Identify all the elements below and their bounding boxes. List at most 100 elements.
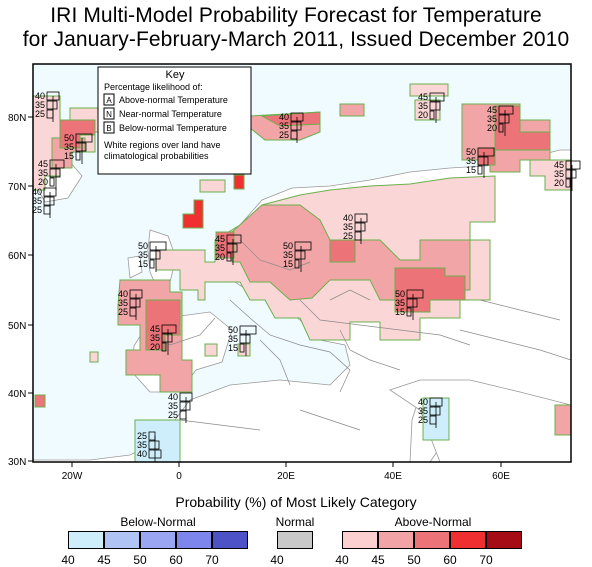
forecast-bar [179,401,191,411]
forecast-below-value: 40 [137,449,147,459]
forecast-near-value: 35 [215,243,225,253]
normal-swatch [277,531,313,549]
forecast-bar [226,252,232,262]
lon-label-20e: 20E [277,471,295,482]
forecast-bar [75,133,93,143]
forecast-bar [477,156,489,166]
below-normal-swatch [68,531,104,549]
forecast-near-value: 35 [228,334,238,344]
forecast-bar [294,250,306,260]
forecast-near-value: 35 [418,406,428,416]
forecast-below-value: 15 [64,151,74,161]
below-normal-swatch [104,531,140,549]
forecast-below-value: 25 [168,410,178,420]
forecast-near-value: 35 [554,169,564,179]
forecast-above-value: 45 [150,324,160,334]
forecast-bar [290,121,302,131]
forecast-above-value: 45 [487,105,497,115]
forecast-bar [49,168,61,178]
forecast-bar [148,440,160,450]
normal-label: Normal [275,515,315,529]
key-label-above: Above-normal Temperature [119,95,228,105]
key-note-line-2: climatological probabilities [104,151,209,161]
above-normal-swatch [414,531,450,549]
forecast-below-value: 25 [418,415,428,425]
key-subheading: Percentage likelihood of: [104,82,203,92]
lon-label-20w: 20W [62,471,83,482]
forecast-bar [294,241,312,251]
forecast-above-value: 45 [418,92,428,102]
forecast-below-value: 25 [32,205,42,215]
above-normal-swatch [450,531,486,549]
lon-label-40e: 40E [384,471,402,482]
lat-label-70n: 70N [8,182,26,193]
forecast-near-value: 35 [64,142,74,152]
forecast-below-value: 25 [279,130,289,140]
above-normal-tick-label: 40 [335,553,349,567]
map-title-line-1: IRI Multi-Model Probability Forecast for… [50,4,542,27]
above-normal-swatch [486,531,522,549]
key-letter-b: B [106,124,111,133]
longitude-axis: 20W 0 20E 40E 60E [62,462,510,482]
key-box: Key Percentage likelihood of: A Above-no… [97,66,252,175]
below-normal-tick-label: 50 [133,553,147,567]
forecast-bar [161,324,177,334]
map-title-line-2: for January-February-March 2011, Issued … [22,28,570,51]
forecast-bar [161,333,173,343]
forecast-bar [161,342,167,352]
forecast-bar [49,177,55,187]
forecast-above-value: 40 [343,213,353,223]
latitude-axis: 80N 70N 60N 50N 40N 30N [8,113,33,468]
forecast-bar [354,222,366,232]
forecast-bar [149,241,167,251]
borders [149,239,571,431]
legend-title: Probability (%) of Most Likely Category [175,494,417,510]
below-normal-tick-label: 70 [205,553,219,567]
forecast-bar [129,298,141,308]
forecast-above-value: 50 [283,241,293,251]
forecast-above-value: 40 [279,112,289,122]
forecast-near-value: 35 [150,333,160,343]
above-normal-tick-label: 60 [443,553,457,567]
above-normal-tick-label: 50 [407,553,421,567]
forecast-bar [477,147,495,157]
forecast-above-value: 40 [35,91,45,101]
forecast-above-value: 25 [137,431,147,441]
map-frame [32,63,572,463]
below-normal-tick-label: 40 [61,553,75,567]
forecast-near-value: 35 [283,250,293,260]
above-normal-label: Above-Normal [394,515,472,529]
above-normal-tick-label: 70 [479,553,493,567]
forecast-bar [226,234,242,244]
forecast-near-value: 35 [466,156,476,166]
forecast-bar [477,165,483,175]
forecast-above-value: 50 [466,147,476,157]
lat-label-40n: 40N [8,389,26,400]
forecast-near-value: 35 [279,121,289,131]
forecast-near-value: 35 [343,222,353,232]
above-normal-swatch [342,531,378,549]
forecast-near-value: 35 [168,401,178,411]
above-normal-tick-label: 45 [371,553,385,567]
forecast-below-value: 20 [215,252,225,262]
lat-label-30n: 30N [8,457,26,468]
key-letter-n: N [106,110,112,119]
forecast-bar [46,100,58,110]
below-normal-swatch [140,531,176,549]
forecast-near-value: 35 [118,298,128,308]
